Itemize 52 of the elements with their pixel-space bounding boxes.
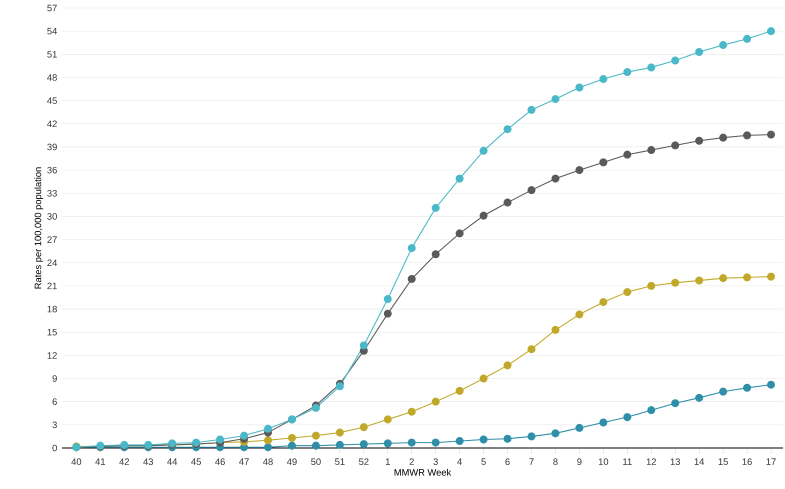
x-tick-label: 48 [263, 458, 273, 466]
x-tick-label: 16 [742, 458, 752, 466]
y-tick-label: 42 [47, 120, 57, 128]
y-tick-label: 21 [47, 282, 57, 290]
y-tick-label: 39 [47, 144, 57, 150]
x-tick-label: 46 [215, 458, 225, 466]
x-tick-label: 4 [457, 458, 462, 465]
y-tick-label: 45 [47, 97, 57, 104]
y-tick-label: 57 [47, 4, 57, 12]
y-tick-label: 12 [48, 352, 57, 359]
x-tick-label: 49 [286, 458, 297, 466]
y-axis-title: Rates per 100,000 population [34, 167, 44, 288]
x-tick-label: 17 [766, 458, 776, 465]
x-tick-label: 1 [386, 458, 390, 465]
x-tick-label: 44 [167, 458, 178, 465]
x-tick-label: 47 [239, 458, 249, 465]
y-tick-label: 33 [47, 190, 57, 197]
x-tick-label: 3 [433, 458, 438, 466]
x-tick-label: 11 [623, 458, 632, 465]
x-tick-label: 14 [694, 458, 704, 465]
x-tick-label: 43 [143, 458, 153, 466]
x-tick-label: 51 [335, 458, 345, 465]
x-tick-label: 52 [359, 458, 369, 466]
x-tick-label: 5 [481, 458, 486, 465]
y-tick-label: 18 [48, 306, 57, 312]
x-tick-label: 40 [71, 458, 82, 466]
x-tick-label: 41 [95, 458, 106, 465]
x-tick-label: 15 [718, 458, 728, 465]
x-tick-label: 6 [505, 458, 510, 466]
x-tick-label: 9 [577, 458, 582, 466]
y-tick-label: 24 [47, 259, 58, 266]
y-tick-label: 30 [47, 213, 57, 220]
y-tick-label: 0 [52, 444, 57, 452]
y-tick-label: 48 [47, 74, 57, 81]
x-tick-label: 45 [191, 458, 201, 465]
x-tick-label: 13 [670, 458, 680, 466]
x-tick-label: 12 [646, 458, 656, 465]
y-tick-label: 15 [48, 328, 57, 336]
y-tick-label: 9 [52, 375, 57, 382]
x-tick-label: 7 [529, 458, 534, 465]
y-tick-label: 6 [52, 398, 57, 405]
y-tick-label: 36 [47, 166, 57, 174]
x-tick-label: 42 [119, 458, 130, 465]
x-tick-label: 50 [311, 458, 321, 466]
x-tick-label: 10 [598, 458, 608, 466]
x-axis-title: MMWR Week [394, 468, 452, 476]
y-tick-label: 3 [52, 422, 57, 428]
x-tick-label: 8 [553, 458, 558, 466]
y-tick-label: 51 [47, 51, 57, 58]
x-tick-label: 2 [410, 458, 414, 465]
y-tick-label: 27 [47, 236, 57, 243]
y-tick-label: 54 [47, 28, 58, 34]
